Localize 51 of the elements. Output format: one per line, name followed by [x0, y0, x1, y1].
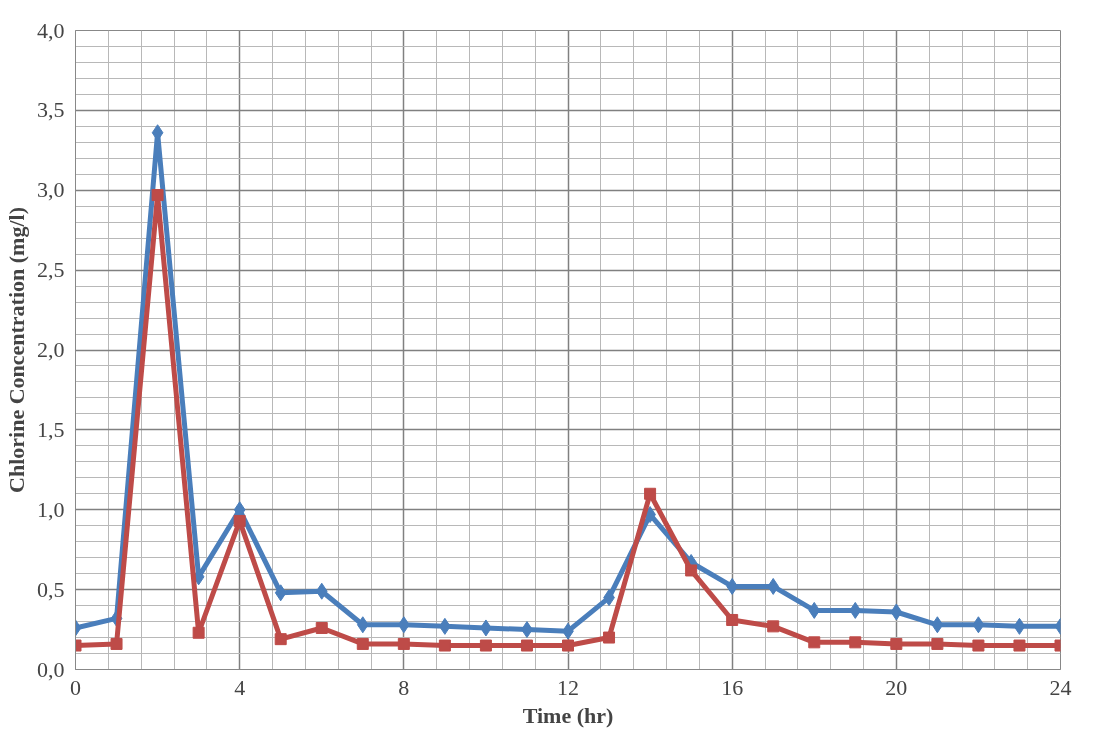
- point: [726, 613, 739, 626]
- point: [972, 616, 985, 634]
- point: [767, 577, 780, 595]
- point: [849, 636, 862, 649]
- point: [356, 616, 369, 634]
- point: [274, 633, 287, 646]
- y-tick-label: 0,5: [37, 576, 65, 602]
- point: [192, 626, 205, 639]
- point: [972, 639, 985, 652]
- point: [931, 637, 944, 650]
- point: [479, 639, 492, 652]
- point: [315, 582, 328, 600]
- point: [603, 631, 616, 644]
- point: [890, 603, 903, 621]
- point: [890, 637, 903, 650]
- x-tick-label: 4: [234, 674, 246, 700]
- point: [808, 601, 821, 619]
- y-tick-label: 2,0: [37, 337, 65, 362]
- point: [315, 621, 328, 634]
- y-tick-label: 2,5: [37, 257, 65, 283]
- point: [233, 514, 246, 527]
- x-tick-label: 12: [557, 674, 579, 700]
- point: [520, 639, 533, 652]
- x-tick-label: 8: [398, 674, 410, 700]
- point: [274, 584, 287, 602]
- point: [1013, 639, 1026, 652]
- point: [767, 620, 780, 633]
- y-tick-label: 1,5: [37, 416, 65, 442]
- point: [1013, 617, 1026, 635]
- x-tick-label: 24: [1049, 674, 1072, 700]
- point: [931, 616, 944, 634]
- y-tick-label: 1,0: [37, 496, 65, 522]
- point: [397, 637, 410, 650]
- point: [644, 487, 657, 500]
- y-tick-label: 3,5: [37, 97, 65, 123]
- point: [849, 601, 862, 619]
- x-tick-label: 16: [721, 674, 744, 700]
- point: [110, 637, 123, 650]
- y-tick-label: 0,0: [37, 656, 65, 682]
- point: [438, 639, 451, 652]
- x-tick-label: 20: [885, 674, 908, 700]
- y-tick-label: 3,0: [37, 177, 65, 203]
- point: [151, 189, 164, 202]
- point: [685, 564, 698, 577]
- point: [356, 637, 369, 650]
- point: [808, 636, 821, 649]
- y-axis-title: Chlorine Concentration (mg/l): [4, 207, 29, 493]
- x-tick-label: 0: [70, 674, 81, 700]
- x-axis-title: Time (hr): [522, 702, 614, 728]
- point: [562, 639, 574, 652]
- y-tick-label: 4,0: [37, 17, 65, 43]
